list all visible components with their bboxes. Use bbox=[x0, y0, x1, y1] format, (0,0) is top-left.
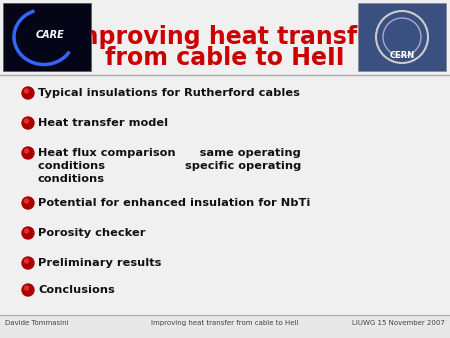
Circle shape bbox=[22, 197, 34, 209]
Text: CARE: CARE bbox=[36, 30, 64, 40]
FancyBboxPatch shape bbox=[0, 0, 450, 75]
Circle shape bbox=[22, 284, 34, 296]
Circle shape bbox=[22, 147, 34, 159]
Text: Heat transfer model: Heat transfer model bbox=[38, 118, 168, 128]
Circle shape bbox=[24, 199, 28, 203]
Text: Typical insulations for Rutherford cables: Typical insulations for Rutherford cable… bbox=[38, 88, 300, 98]
Text: Davide Tommasini: Davide Tommasini bbox=[5, 320, 68, 326]
Circle shape bbox=[24, 149, 28, 153]
Text: Heat flux comparison      same operating: Heat flux comparison same operating bbox=[38, 148, 301, 158]
Circle shape bbox=[24, 286, 28, 290]
Text: conditions: conditions bbox=[38, 174, 105, 184]
Circle shape bbox=[22, 87, 34, 99]
FancyBboxPatch shape bbox=[0, 315, 450, 338]
Text: Improving heat transfer: Improving heat transfer bbox=[65, 25, 385, 49]
Circle shape bbox=[22, 227, 34, 239]
Text: Preliminary results: Preliminary results bbox=[38, 258, 162, 268]
Text: Porosity checker: Porosity checker bbox=[38, 228, 145, 238]
Text: Improving heat transfer from cable to HeII: Improving heat transfer from cable to He… bbox=[151, 320, 299, 326]
FancyBboxPatch shape bbox=[0, 75, 450, 315]
Text: LIUWG 15 November 2007: LIUWG 15 November 2007 bbox=[352, 320, 445, 326]
Circle shape bbox=[24, 229, 28, 233]
FancyBboxPatch shape bbox=[358, 3, 446, 71]
Circle shape bbox=[22, 257, 34, 269]
Circle shape bbox=[24, 259, 28, 263]
FancyBboxPatch shape bbox=[3, 3, 91, 71]
Circle shape bbox=[24, 89, 28, 93]
Text: conditions                    specific operating: conditions specific operating bbox=[38, 161, 301, 171]
Text: Conclusions: Conclusions bbox=[38, 285, 115, 295]
Circle shape bbox=[24, 119, 28, 123]
Text: from cable to HeII: from cable to HeII bbox=[105, 46, 345, 70]
Text: CERN: CERN bbox=[389, 50, 414, 59]
Circle shape bbox=[22, 117, 34, 129]
Text: Potential for enhanced insulation for NbTi: Potential for enhanced insulation for Nb… bbox=[38, 198, 310, 208]
